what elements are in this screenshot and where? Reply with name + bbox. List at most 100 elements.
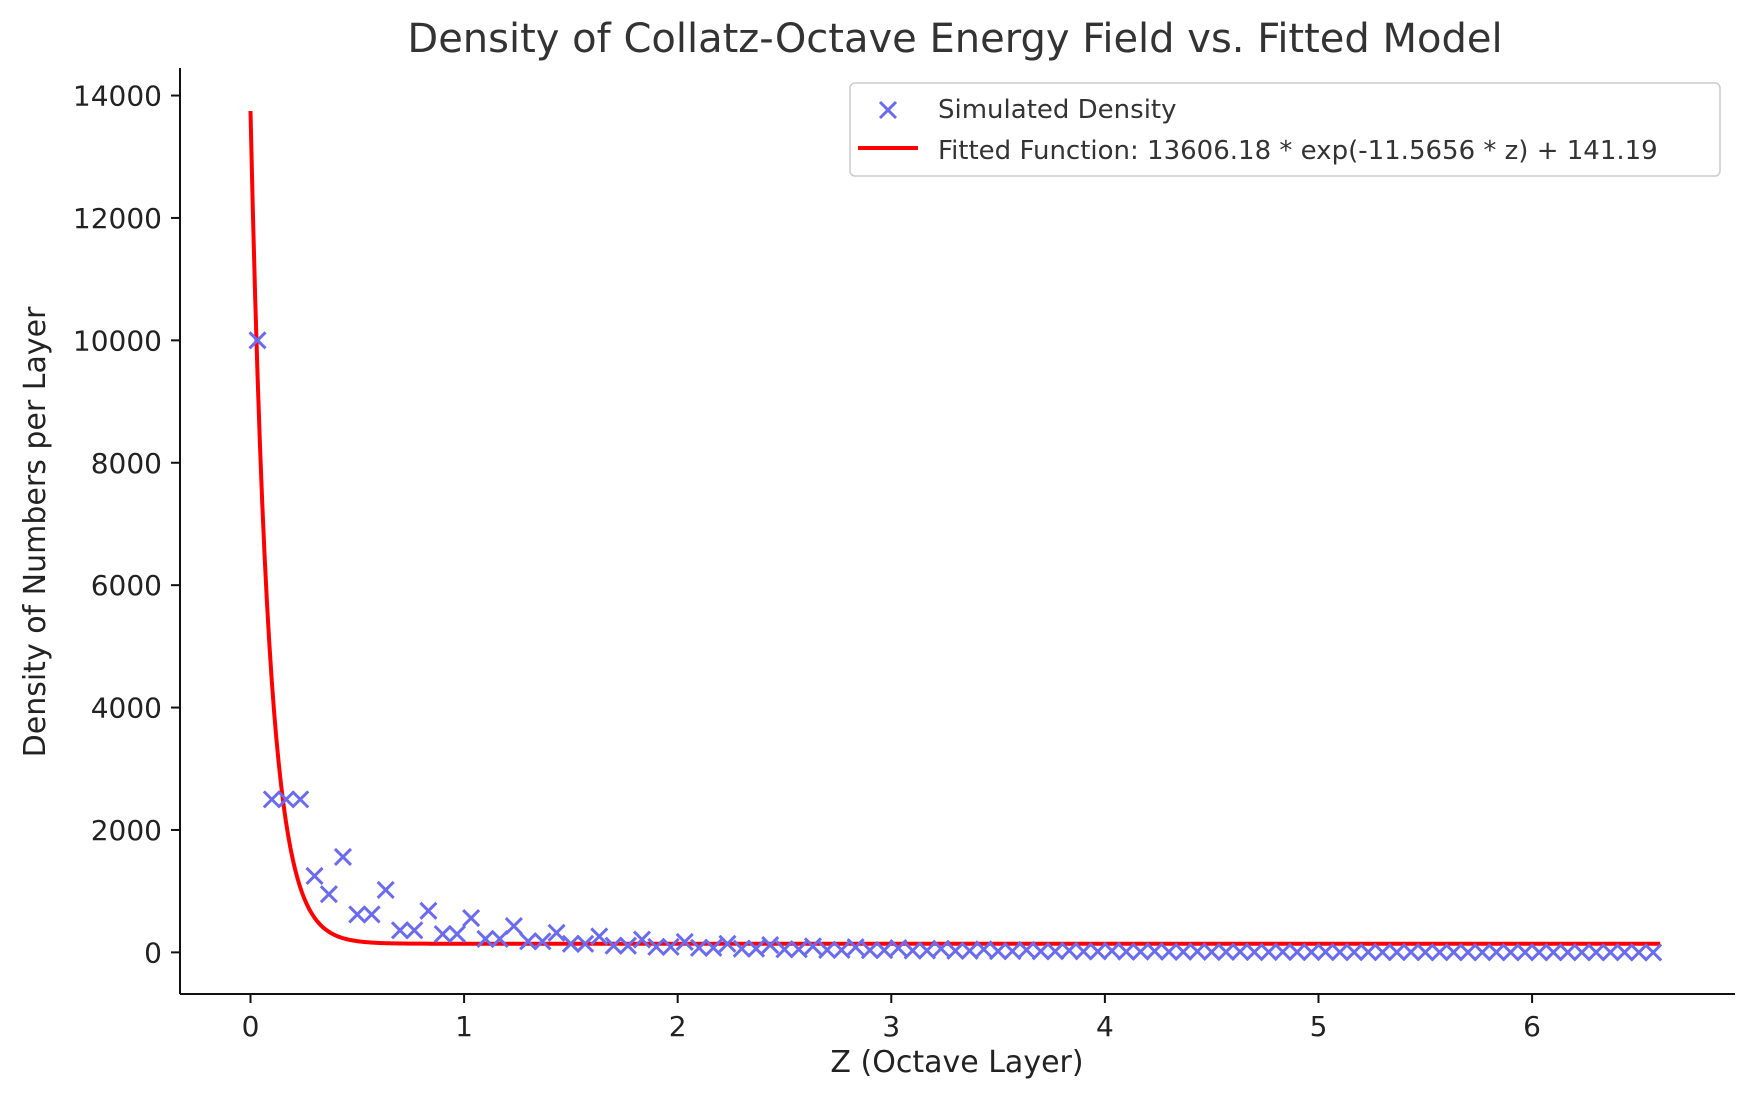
scatter-point xyxy=(1458,943,1478,962)
scatter-point xyxy=(1601,943,1620,962)
scatter-point xyxy=(1430,943,1449,962)
scatter-point xyxy=(1359,942,1378,962)
scatter-point xyxy=(1572,943,1591,962)
scatter-point xyxy=(1259,942,1278,962)
scatter-point xyxy=(903,941,922,960)
scatter-point xyxy=(1174,942,1193,961)
y-axis-label: Density of Numbers per Layer xyxy=(18,306,53,757)
scatter-point xyxy=(1615,943,1634,962)
fit-layer xyxy=(248,110,1661,946)
scatter-point xyxy=(1302,943,1321,962)
scatter-point xyxy=(1145,942,1164,961)
x-ticks: 0 1 2 3 4 5 6 xyxy=(242,994,1541,1043)
y-tick-label: 0 xyxy=(144,936,162,969)
y-tick-label: 14000 xyxy=(73,80,162,113)
scatter-point xyxy=(604,936,623,955)
scatter-point xyxy=(818,940,837,959)
scatter-point xyxy=(561,934,580,953)
scatter-point xyxy=(1088,942,1107,961)
scatter-point xyxy=(889,939,908,958)
y-tick-label: 12000 xyxy=(73,202,162,235)
x-tick-label: 4 xyxy=(1096,1010,1114,1043)
scatter-point xyxy=(362,905,381,924)
scatter-point xyxy=(1159,942,1179,961)
scatter-point xyxy=(860,941,879,960)
scatter-point xyxy=(775,940,794,959)
legend-box xyxy=(849,82,1721,177)
scatter-point xyxy=(1074,942,1093,961)
scatter-point xyxy=(974,940,993,959)
scatter-point xyxy=(319,885,338,904)
scatter-point xyxy=(1017,940,1036,959)
scatter-point xyxy=(576,934,595,953)
scatter-point xyxy=(376,880,395,900)
scatter-point xyxy=(1188,942,1207,961)
scatter-point xyxy=(1330,943,1349,962)
scatter-point xyxy=(462,909,481,928)
scatter-point xyxy=(277,790,296,809)
y-tick-label: 10000 xyxy=(73,324,162,357)
legend-scatter-marker xyxy=(878,100,898,120)
chart-title: Density of Collatz-Octave Energy Field v… xyxy=(407,16,1502,62)
y-tick-label: 4000 xyxy=(91,692,162,725)
plot-area xyxy=(248,110,1663,962)
scatter-point xyxy=(675,932,694,952)
legend-scatter-x xyxy=(878,100,898,120)
scatter-point xyxy=(1515,943,1535,962)
x-tick-label: 2 xyxy=(669,1010,687,1043)
scatter-point xyxy=(1316,942,1335,961)
scatter-point xyxy=(504,917,523,936)
fit-line xyxy=(248,110,1661,946)
scatter-point xyxy=(761,935,780,955)
scatter-point xyxy=(433,924,452,944)
x-tick-label: 5 xyxy=(1310,1010,1328,1043)
scatter-point xyxy=(989,942,1008,961)
x-tick-label: 3 xyxy=(882,1010,900,1043)
scatter-point xyxy=(348,905,367,924)
scatter-point xyxy=(931,939,951,958)
scatter-point xyxy=(519,932,538,951)
scatter-point xyxy=(789,940,808,959)
scatter-point xyxy=(647,937,666,956)
scatter-point xyxy=(704,938,723,957)
scatter-point xyxy=(447,924,467,944)
x-axis-label: Z (Octave Layer) xyxy=(830,1045,1083,1080)
legend: Simulated Density Fitted Function: 13606… xyxy=(849,82,1721,177)
scatter-point xyxy=(1629,943,1648,962)
legend-fit-label: Fitted Function: 13606.18 * exp(-11.5656… xyxy=(938,136,1658,166)
scatter-point xyxy=(661,937,680,956)
legend-scatter-label: Simulated Density xyxy=(938,95,1177,125)
scatter-point xyxy=(533,932,552,951)
scatter-point xyxy=(262,790,281,809)
scatter-point xyxy=(1288,943,1307,962)
scatter-point xyxy=(803,937,822,956)
scatter-point xyxy=(1216,942,1236,961)
scatter-point xyxy=(1558,943,1577,962)
scatter-point xyxy=(1444,943,1463,962)
scatter-point xyxy=(476,929,495,948)
scatter-point xyxy=(1530,943,1549,962)
y-ticks: 0 2000 4000 6000 8000 10000 12000 14000 xyxy=(73,80,180,969)
scatter-point xyxy=(1003,942,1022,961)
scatter-point xyxy=(405,921,424,940)
scatter-point xyxy=(1587,943,1606,962)
scatter-point xyxy=(1544,943,1563,962)
scatter-point xyxy=(390,921,410,940)
scatter-point xyxy=(490,929,509,948)
scatter-point xyxy=(291,790,310,809)
scatter-point xyxy=(1373,943,1392,962)
scatter-point xyxy=(618,936,637,955)
scatter-point xyxy=(248,331,267,350)
scatter-point xyxy=(718,934,737,953)
scatter-point xyxy=(1473,943,1492,962)
scatter-point xyxy=(1031,942,1050,961)
scatter-point xyxy=(689,938,709,957)
scatter-point xyxy=(846,938,865,957)
y-tick-label: 2000 xyxy=(91,814,162,847)
scatter-point xyxy=(419,901,438,920)
scatter-point xyxy=(1131,942,1150,961)
scatter-point xyxy=(632,930,652,949)
scatter-point xyxy=(1117,942,1136,961)
y-tick-label: 8000 xyxy=(91,447,162,480)
